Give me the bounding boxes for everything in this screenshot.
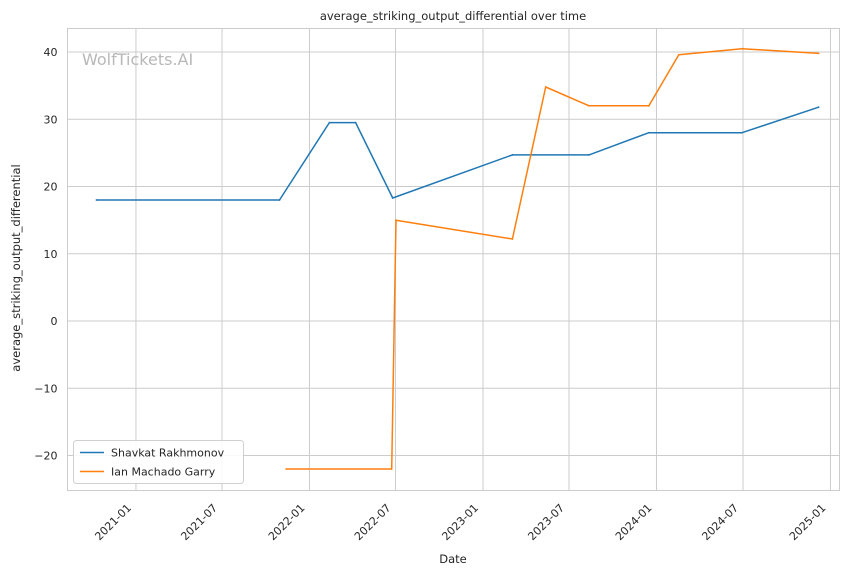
data-point-shavkat-rakhmonov: [95, 199, 98, 201]
data-point-ian-machado-garry: [588, 104, 590, 107]
y-tick-label: 20: [44, 181, 58, 194]
legend-box: [73, 440, 244, 484]
series-line-shavkat-rakhmonov: [96, 106, 819, 201]
series-layer: [95, 47, 820, 470]
legend: Shavkat Rakhmonov Ian Machado Garry: [73, 440, 244, 484]
x-axis-label: Date: [439, 552, 467, 566]
chart-title: average_striking_output_differential ove…: [320, 9, 586, 23]
data-point-shavkat-rakhmonov: [741, 131, 743, 134]
data-point-ian-machado-garry: [390, 468, 393, 470]
data-point-ian-machado-garry: [395, 219, 397, 222]
plot-frame: [67, 28, 840, 491]
series-line-ian-machado-garry: [286, 47, 819, 470]
legend-label-shavkat-rakhmonov: Shavkat Rakhmonov: [111, 447, 225, 460]
y-tick-label: 10: [44, 248, 58, 261]
y-tick-label: 30: [44, 113, 58, 126]
watermark: WolfTickets.AI: [82, 50, 193, 69]
data-point-ian-machado-garry: [544, 86, 547, 88]
y-axis-label: average_striking_output_differential: [9, 164, 23, 371]
data-point-shavkat-rakhmonov: [511, 154, 514, 156]
legend-label-ian-machado-garry: Ian Machado Garry: [111, 466, 216, 479]
data-point-shavkat-rakhmonov: [328, 121, 331, 124]
data-point-shavkat-rakhmonov: [647, 131, 650, 134]
data-point-ian-machado-garry: [741, 47, 743, 50]
data-point-ian-machado-garry: [677, 53, 680, 56]
y-tick-label: 0: [51, 315, 58, 328]
data-point-shavkat-rakhmonov: [588, 154, 590, 156]
data-point-shavkat-rakhmonov: [817, 106, 820, 109]
data-point-shavkat-rakhmonov: [354, 121, 357, 124]
data-point-ian-machado-garry: [285, 468, 288, 470]
gridlines: [67, 28, 840, 491]
y-tick-label: 40: [44, 46, 58, 59]
y-tick-label: −10: [34, 382, 57, 395]
data-point-ian-machado-garry: [647, 104, 650, 107]
data-point-shavkat-rakhmonov: [391, 197, 394, 199]
data-point-ian-machado-garry: [817, 52, 820, 55]
y-tick-label: −20: [34, 450, 57, 463]
data-point-ian-machado-garry: [511, 238, 514, 240]
data-point-shavkat-rakhmonov: [278, 199, 281, 201]
